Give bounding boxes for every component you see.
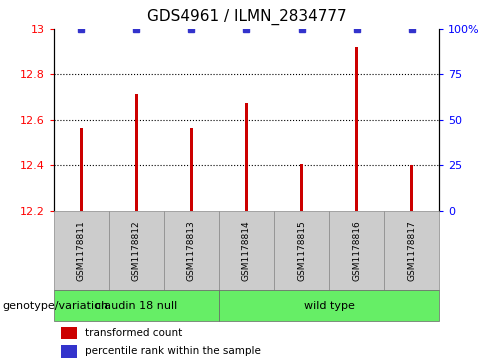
Bar	[384, 211, 439, 290]
Text: GSM1178817: GSM1178817	[407, 220, 416, 281]
Bar	[54, 290, 219, 321]
Bar	[300, 164, 303, 211]
Bar	[61, 327, 77, 339]
Bar	[190, 128, 193, 211]
Text: GSM1178816: GSM1178816	[352, 220, 361, 281]
Text: GSM1178811: GSM1178811	[77, 220, 86, 281]
Bar	[355, 47, 358, 211]
Text: percentile rank within the sample: percentile rank within the sample	[84, 346, 261, 356]
Text: GSM1178815: GSM1178815	[297, 220, 306, 281]
Bar	[54, 211, 109, 290]
Bar	[135, 94, 138, 211]
Bar	[164, 211, 219, 290]
Bar	[329, 211, 384, 290]
Text: claudin 18 null: claudin 18 null	[95, 301, 178, 311]
Text: transformed count: transformed count	[84, 328, 182, 338]
Bar	[274, 211, 329, 290]
Bar	[61, 345, 77, 358]
Bar	[219, 290, 439, 321]
Bar	[80, 128, 82, 211]
Bar	[245, 103, 248, 211]
Text: GSM1178812: GSM1178812	[132, 220, 141, 281]
Bar	[219, 211, 274, 290]
Text: GSM1178813: GSM1178813	[187, 220, 196, 281]
Text: genotype/variation: genotype/variation	[2, 301, 108, 311]
Bar	[410, 165, 413, 211]
Text: wild type: wild type	[304, 301, 354, 311]
Title: GDS4961 / ILMN_2834777: GDS4961 / ILMN_2834777	[146, 9, 346, 25]
Bar	[109, 211, 164, 290]
Text: GSM1178814: GSM1178814	[242, 220, 251, 281]
